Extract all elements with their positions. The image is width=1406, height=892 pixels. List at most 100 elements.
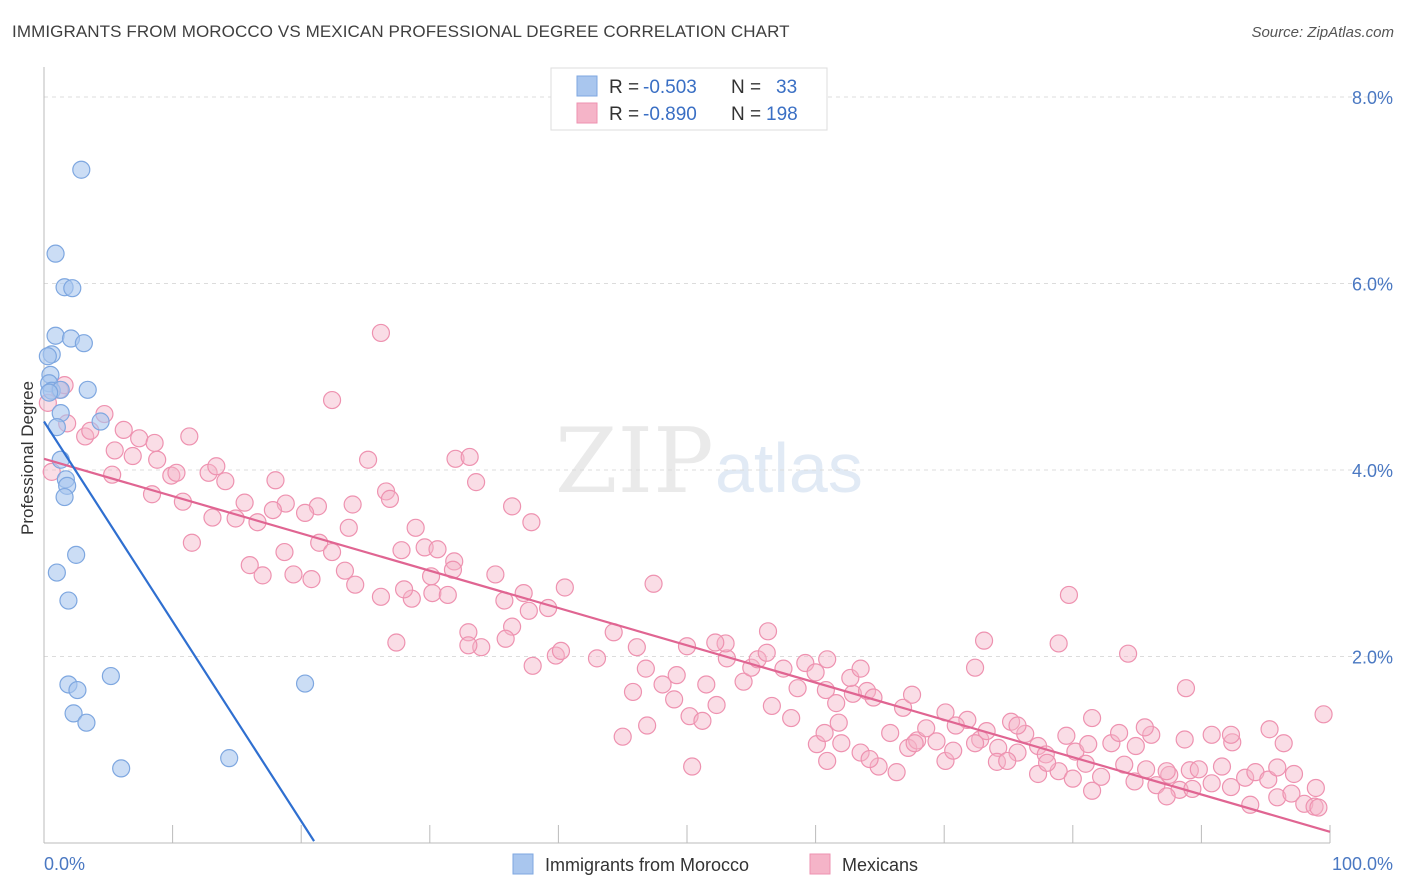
mexicans-point-163 <box>762 696 781 716</box>
mexicans-point-203 <box>1268 758 1287 777</box>
mexicans-point-165 <box>818 751 837 771</box>
mexicans-point-187 <box>1274 734 1293 753</box>
mexicans-point-43 <box>402 589 421 608</box>
mexicans-point-12 <box>105 441 124 460</box>
bottom-legend-label-mexicans: Mexicans <box>842 855 918 875</box>
mexicans-point-53 <box>371 323 391 343</box>
mexicans-point-96 <box>734 672 753 691</box>
bottom-legend-label-morocco: Immigrants from Morocco <box>545 855 749 875</box>
legend-n-value-1: 33 <box>776 77 797 98</box>
mexicans-point-154 <box>1259 770 1278 789</box>
watermark: ZIP atlas <box>555 409 863 514</box>
mexicans-point-183 <box>1202 725 1221 744</box>
morocco-point-1 <box>46 244 65 263</box>
mexicans-point-109 <box>841 668 860 688</box>
x-tick-label-0: 0.0% <box>44 854 85 874</box>
watermark-atlas: atlas <box>715 429 863 507</box>
mexicans-point-24 <box>235 493 254 512</box>
y-tick-label-3: 8.0% <box>1352 88 1393 108</box>
morocco-point-29 <box>64 704 83 723</box>
mexicans-point-157 <box>1295 794 1314 813</box>
mexicans-point-8 <box>114 420 133 440</box>
watermark-zip: ZIP <box>555 409 714 514</box>
mexicans-point-91 <box>697 675 716 694</box>
morocco-point-16 <box>91 412 110 431</box>
mexicans-point-100 <box>758 622 778 641</box>
mexicans-point-196 <box>1118 644 1138 663</box>
mexicans-point-139 <box>1091 767 1111 786</box>
stats-legend: R = -0.503 N = 33 R = -0.890 N = 198 <box>550 67 828 131</box>
mexicans-point-186 <box>1260 720 1279 739</box>
mexicans-point-122 <box>927 732 946 751</box>
mexicans-point-121 <box>917 719 936 738</box>
morocco-trend-line <box>43 420 315 842</box>
morocco-point-28 <box>295 674 315 693</box>
morocco-point-3 <box>63 279 82 298</box>
morocco-point-4 <box>46 326 65 345</box>
mexicans-point-19 <box>207 457 226 476</box>
morocco-point-22 <box>67 545 86 564</box>
mexicans-point-195 <box>974 631 994 650</box>
y-tick-label-1: 4.0% <box>1352 461 1393 481</box>
mexicans-point-118 <box>887 763 906 782</box>
legend-swatch-blue <box>576 75 598 97</box>
mexicans-point-161 <box>638 716 657 735</box>
mexicans-point-188 <box>1221 725 1241 744</box>
mexicans-point-160 <box>613 727 632 746</box>
morocco-point-31 <box>112 759 131 778</box>
mexicans-point-42 <box>371 587 391 606</box>
mexicans-point-21 <box>266 471 285 490</box>
mexicans-point-73 <box>539 598 558 618</box>
mexicans-point-76 <box>387 633 406 652</box>
mexicans-point-197 <box>818 650 837 669</box>
mexicans-point-194 <box>965 658 985 677</box>
mexicans-point-49 <box>343 495 362 514</box>
mexicans-point-4 <box>42 462 61 481</box>
mexicans-point-93 <box>693 711 712 730</box>
mexicans-point-170 <box>965 734 985 753</box>
mexicans-point-40 <box>302 570 321 589</box>
legend-r-label-1: R = <box>609 77 639 98</box>
mexicans-point-180 <box>1157 762 1176 781</box>
mexicans-point-41 <box>346 575 365 594</box>
morocco-point-30 <box>77 713 96 732</box>
chart-source: Source: ZipAtlas.com <box>1251 24 1394 41</box>
mexicans-point-123 <box>936 751 955 771</box>
mexicans-point-58 <box>428 540 447 559</box>
mexicans-point-10 <box>145 433 164 453</box>
mexicans-point-65 <box>522 513 541 532</box>
morocco-point-27 <box>68 680 87 700</box>
mexicans-point-86 <box>636 659 655 678</box>
legend-n-value-2: 198 <box>766 104 798 125</box>
mexicans-point-156 <box>1282 784 1301 803</box>
mexicans-point-184 <box>1223 733 1242 752</box>
mexicans-point-77 <box>459 636 478 655</box>
mexicans-point-62 <box>466 473 486 492</box>
mexicans-point-193 <box>1059 585 1079 605</box>
mexicans-point-48 <box>335 561 355 580</box>
mexicans-point-202 <box>1135 718 1154 737</box>
mexicans-point-30 <box>295 503 315 522</box>
legend-n-label-1: N = <box>731 77 761 98</box>
morocco-point-14 <box>40 383 59 402</box>
legend-swatch-pink <box>576 102 598 124</box>
mexicans-point-72 <box>459 623 478 642</box>
mexicans-point-27 <box>203 508 222 527</box>
mexicans-point-16 <box>162 466 181 485</box>
morocco-point-23 <box>47 563 66 582</box>
mexicans-point-13 <box>123 446 142 466</box>
mexicans-point-120 <box>908 731 927 750</box>
mexicans-point-177 <box>1109 723 1129 743</box>
y-tick-label-2: 6.0% <box>1352 275 1393 295</box>
mexicans-point-135 <box>1057 726 1076 745</box>
mexicans-point-166 <box>860 749 879 769</box>
y-axis-label: Professional Degree <box>18 381 37 535</box>
mexicans-point-64 <box>486 565 505 584</box>
mexicans-point-148 <box>1189 760 1208 779</box>
mexicans-point-81 <box>587 649 607 668</box>
regression-lines <box>43 420 1331 842</box>
morocco-point-0 <box>72 160 91 179</box>
mexicans-point-204 <box>1284 764 1304 784</box>
legend-r-value-2: -0.890 <box>643 104 697 125</box>
morocco-point-21 <box>55 487 74 507</box>
